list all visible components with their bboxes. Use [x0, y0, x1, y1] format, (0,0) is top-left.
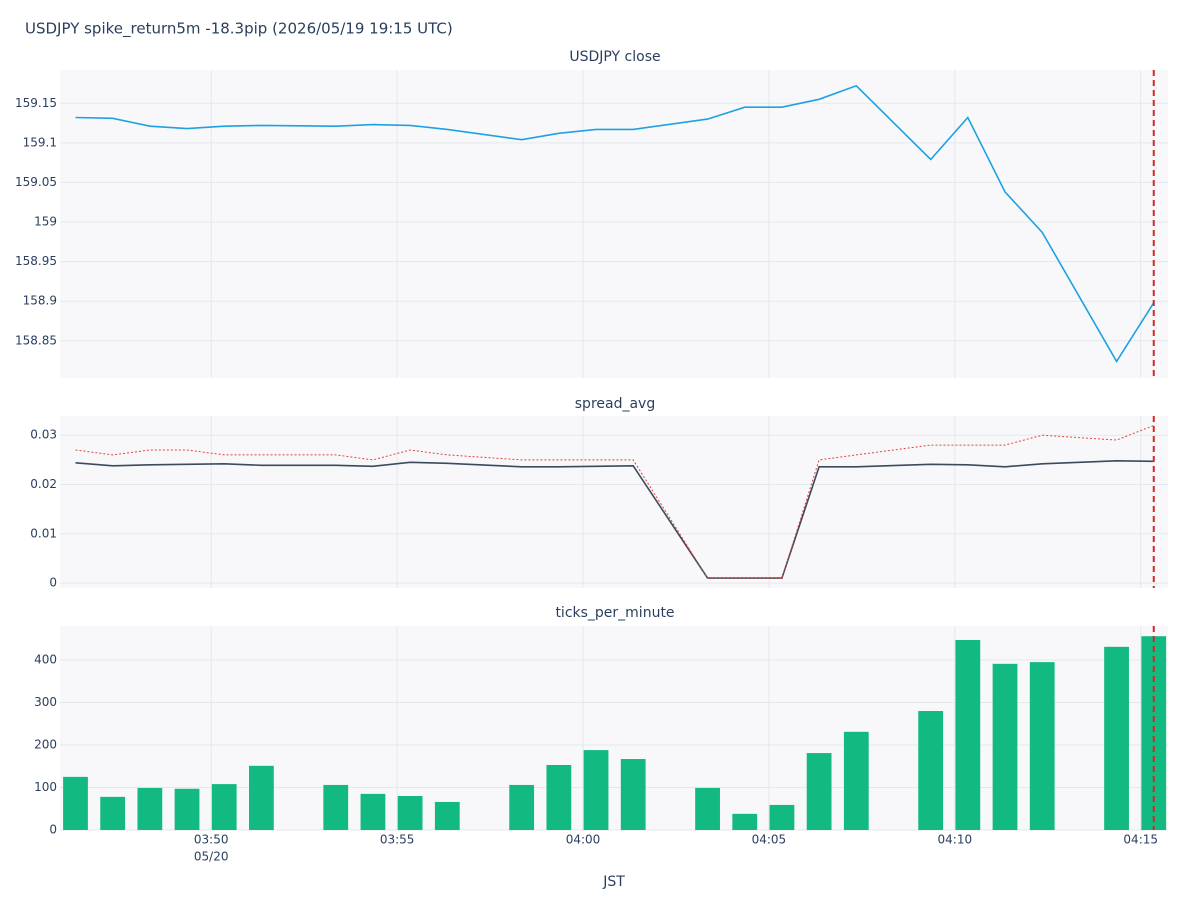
bar [769, 804, 795, 830]
line [75, 84, 1155, 363]
bar [992, 663, 1018, 830]
y-tick-label: 0 [49, 823, 57, 837]
y-tick-label: 158.9 [23, 294, 57, 308]
bar [434, 801, 460, 830]
bar [211, 784, 237, 830]
x-date-label: 05/20 [194, 850, 229, 864]
y-tick-label: 159.05 [15, 175, 57, 189]
bar [546, 764, 572, 830]
bar [249, 765, 274, 830]
x-tick-label: 03:55 [380, 833, 415, 847]
bar [323, 784, 349, 830]
x-tick-label: 04:05 [752, 833, 787, 847]
y-tick-label: 159.1 [23, 135, 57, 149]
y-tick-label: 100 [34, 780, 57, 794]
bar [509, 784, 535, 830]
bar [1029, 662, 1055, 830]
bar [1104, 646, 1129, 830]
bar [397, 796, 423, 830]
y-tick-label: 159 [34, 215, 57, 229]
x-tick-label: 04:15 [1123, 833, 1158, 847]
subplot-title: ticks_per_minute [555, 605, 674, 621]
bar [732, 813, 758, 830]
y-tick-label: 0.01 [30, 526, 57, 540]
y-tick-label: 200 [34, 738, 57, 752]
subplot-title: USDJPY close [569, 49, 660, 65]
bar [137, 787, 163, 830]
bar [360, 793, 386, 830]
bar [955, 640, 981, 830]
bar [918, 711, 944, 830]
bar [174, 788, 200, 830]
y-tick-label: 0.02 [30, 477, 57, 491]
x-tick-label: 04:00 [566, 833, 601, 847]
bar [100, 796, 126, 830]
line [75, 459, 1154, 579]
subplot-title: spread_avg [575, 396, 655, 412]
y-tick-label: 0 [49, 576, 57, 590]
y-tick-label: 159.15 [15, 96, 57, 110]
x-axis-label: JST [602, 874, 625, 890]
line [75, 424, 1154, 579]
y-tick-label: 0.03 [30, 428, 57, 442]
bar [63, 776, 88, 830]
bar [620, 759, 646, 830]
plot-area [60, 70, 1168, 378]
chart-title: USDJPY spike_return5m -18.3pip (2026/05/… [25, 20, 453, 39]
x-tick-label: 04:10 [938, 833, 973, 847]
y-tick-label: 400 [34, 653, 57, 667]
bar [583, 750, 609, 830]
x-tick-label: 03:50 [194, 833, 229, 847]
bar [806, 753, 832, 830]
y-tick-label: 158.95 [15, 254, 57, 268]
bar [843, 731, 869, 830]
plot-area [60, 416, 1168, 588]
bar [695, 787, 720, 830]
y-tick-label: 300 [34, 695, 57, 709]
y-tick-label: 158.85 [15, 333, 57, 347]
